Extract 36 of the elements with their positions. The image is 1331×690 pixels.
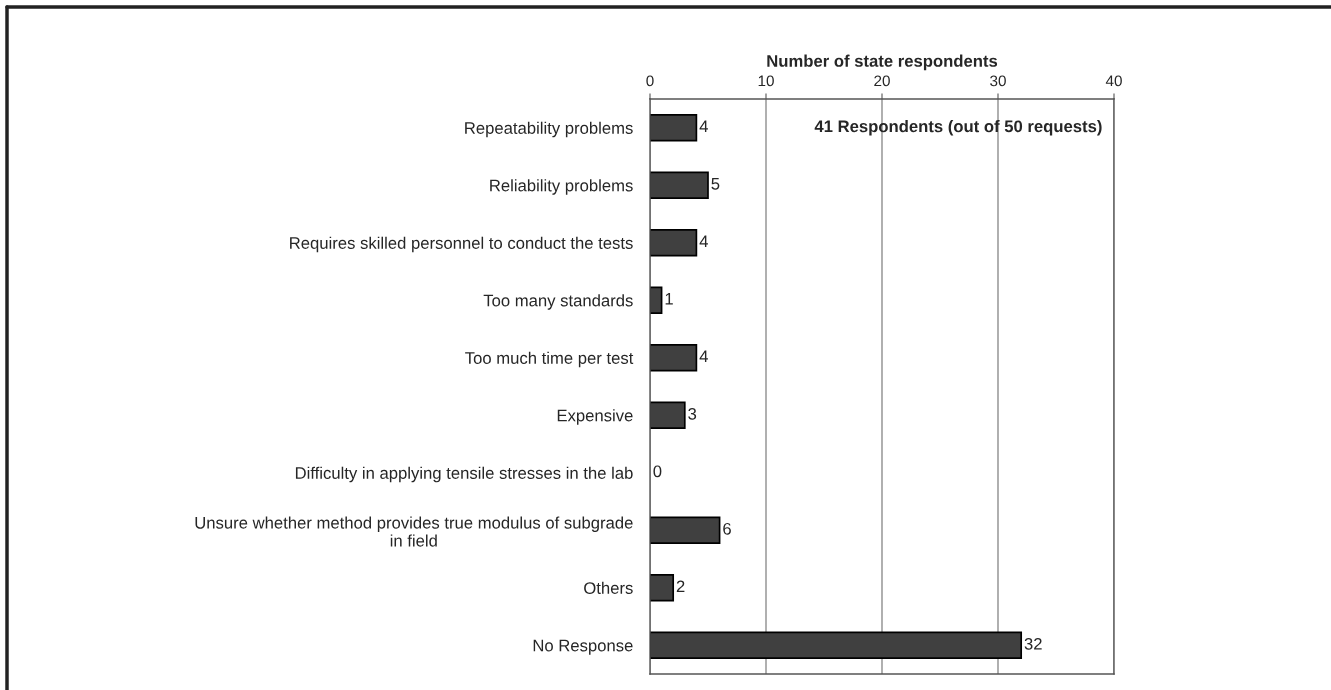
x-tick-label: 20 <box>874 75 890 87</box>
data-label: 3 <box>688 407 697 420</box>
data-label: 2 <box>676 580 685 593</box>
bar <box>650 286 663 315</box>
bar <box>650 228 698 257</box>
bar <box>650 573 675 602</box>
y-tick-label: Too much time per test <box>465 351 634 368</box>
data-label: 1 <box>665 293 673 305</box>
data-label: 5 <box>711 178 720 190</box>
bar <box>650 343 698 372</box>
y-tick-label: Expensive <box>557 409 633 425</box>
bar <box>650 631 1023 660</box>
y-tick-label: Reliability problems <box>490 179 633 195</box>
bar <box>650 401 686 430</box>
y-tick-label: Unsure whether method provides true modulus of subgrade in field <box>195 516 633 547</box>
data-label: 4 <box>699 350 708 363</box>
data-label: 32 <box>1024 637 1042 650</box>
data-label: 4 <box>699 235 708 248</box>
y-tick-label: Difficulty in applying tensile stresses in the lab <box>295 466 633 483</box>
y-tick-label: Requires skilled personnel to conduct the tests <box>290 236 633 253</box>
data-label: 0 <box>653 465 662 478</box>
bar <box>650 113 698 142</box>
y-tick-label: Others <box>584 581 633 594</box>
bar <box>650 516 721 545</box>
x-axis-title: Number of state respondents <box>767 54 998 71</box>
data-label: 6 <box>723 522 731 535</box>
x-tick-label: 40 <box>1105 75 1122 87</box>
y-tick-label: Too many standards <box>483 294 633 310</box>
data-label: 4 <box>699 120 708 133</box>
y-tick-label: No Response <box>533 639 633 655</box>
annotation: 41 Respondents (out of 50 requests) <box>814 119 1102 136</box>
y-tick-label: Repeatability problems <box>465 121 633 138</box>
bar <box>650 171 709 200</box>
x-tick-label: 30 <box>990 75 1006 87</box>
x-tick-label: 0 <box>646 75 654 87</box>
x-tick-label: 10 <box>758 75 774 87</box>
